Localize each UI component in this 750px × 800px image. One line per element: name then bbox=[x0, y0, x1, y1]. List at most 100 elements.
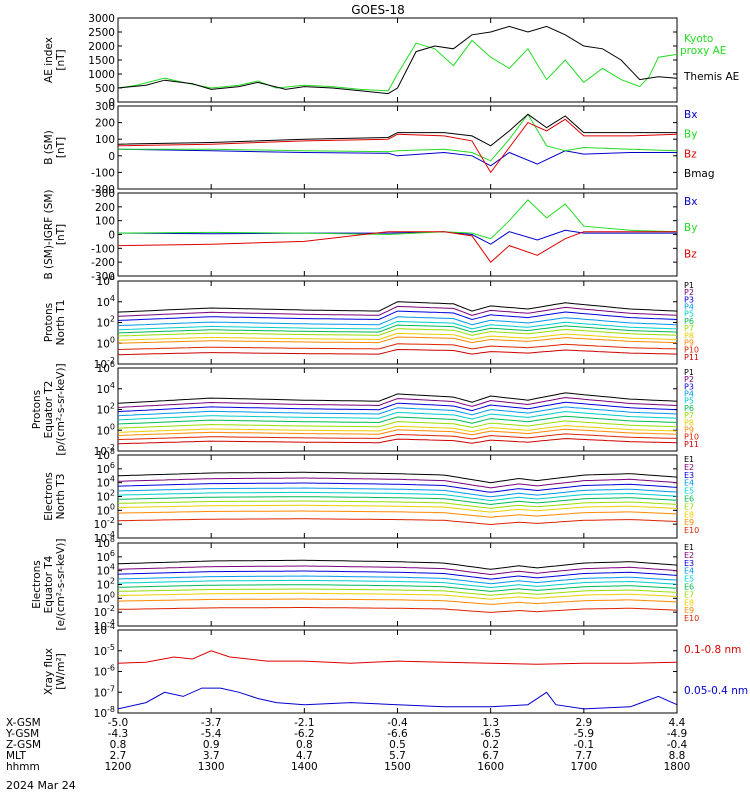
legend-e8: E8 bbox=[684, 598, 694, 607]
legend-proxy-ae: proxy AE bbox=[680, 45, 726, 57]
series-line-by bbox=[118, 113, 678, 162]
y-tick-label: 104 bbox=[97, 294, 115, 309]
channel-line-e1 bbox=[117, 471, 678, 484]
y-axis-label: [W/m²] bbox=[55, 653, 67, 690]
legend-e1: E1 bbox=[684, 543, 694, 552]
legend-p10: P10 bbox=[684, 346, 699, 355]
orbit-value-z: -0.1 bbox=[574, 739, 595, 751]
channel-line-e4 bbox=[117, 575, 678, 585]
y-axis-label: Protons bbox=[43, 303, 55, 342]
orbit-value-hhmm: 1600 bbox=[477, 761, 504, 773]
legend-p5: P5 bbox=[684, 310, 694, 319]
y-tick-label: 300 bbox=[95, 101, 115, 113]
orbit-value-x: -5.0 bbox=[108, 717, 129, 729]
panel-bdiff: 300 200 100 0-100 -200 -300 B (SM)-IGRF (SM) [n… bbox=[43, 188, 697, 283]
legend-p10: P10 bbox=[684, 433, 699, 442]
y-tick-label: 106 bbox=[97, 549, 115, 564]
legend-p5: P5 bbox=[684, 397, 694, 406]
series-line-bz bbox=[117, 231, 677, 263]
y-axis-label: [p/(cm²-s-sr-keV)] bbox=[55, 363, 67, 455]
series-line-kyoto-proxy-ae bbox=[117, 39, 678, 92]
y-tick-label: 104 bbox=[97, 381, 115, 396]
y-tick-label: 200 bbox=[95, 202, 115, 214]
y-tick-label: 102 bbox=[97, 315, 115, 330]
orbit-value-y: -6.6 bbox=[387, 728, 408, 740]
channel-line-p10 bbox=[117, 433, 678, 441]
legend-p6: P6 bbox=[684, 404, 694, 413]
legend-bz: Bz bbox=[684, 248, 697, 260]
channel-line-e6 bbox=[117, 496, 678, 506]
panel-frame bbox=[117, 629, 678, 714]
y-tick-label: 1000 bbox=[88, 69, 115, 81]
legend-bx: Bx bbox=[684, 109, 697, 121]
legend-e2: E2 bbox=[684, 463, 694, 472]
orbit-row-label: Y-GSM bbox=[5, 728, 39, 740]
orbit-value-y: -5.9 bbox=[574, 728, 595, 740]
panel-frame bbox=[117, 542, 678, 627]
channel-line-p8 bbox=[117, 425, 678, 433]
channel-line-e10 bbox=[117, 518, 678, 526]
y-tick-label: 104 bbox=[97, 475, 115, 490]
y-tick-label: 2000 bbox=[88, 41, 115, 53]
legend-by: By bbox=[684, 222, 697, 234]
channel-line-p7 bbox=[117, 328, 678, 337]
channel-line-e8 bbox=[117, 504, 678, 513]
legend-e7: E7 bbox=[684, 590, 694, 599]
orbit-value-mlt: 5.7 bbox=[389, 750, 406, 762]
legend-e6: E6 bbox=[684, 583, 694, 592]
channel-line-e2 bbox=[117, 565, 678, 576]
y-axis-label: B (SM)-IGRF (SM) bbox=[43, 189, 55, 279]
orbit-value-z: -0.4 bbox=[667, 739, 688, 751]
y-tick-label: 200 bbox=[95, 118, 115, 130]
y-tick-label: 10-7 bbox=[94, 684, 115, 699]
y-tick-label: 106 bbox=[97, 360, 115, 375]
legend-e10: E10 bbox=[684, 526, 699, 535]
orbit-value-y: -4.9 bbox=[667, 728, 688, 740]
y-axis-label: Protons bbox=[31, 390, 43, 429]
channel-line-p1 bbox=[117, 301, 678, 313]
orbit-value-z: 0.5 bbox=[389, 739, 406, 751]
y-axis-label: AE index bbox=[43, 37, 55, 83]
orbit-row-label: hhmm bbox=[6, 761, 40, 773]
orbit-row-label: X-GSM bbox=[6, 717, 41, 729]
y-tick-label: 100 bbox=[97, 502, 115, 517]
orbit-value-y: -6.2 bbox=[294, 728, 315, 740]
plot-title: GOES-18 bbox=[351, 3, 405, 17]
y-tick-label: 102 bbox=[97, 489, 115, 504]
legend-xray-0: 0.1-0.8 nm bbox=[684, 644, 741, 656]
y-tick-label: 10-6 bbox=[94, 664, 115, 679]
y-tick-label: 300 bbox=[95, 188, 115, 200]
channel-line-e3 bbox=[117, 482, 678, 493]
orbit-value-hhmm: 1200 bbox=[105, 761, 132, 773]
orbit-value-mlt: 4.7 bbox=[296, 750, 313, 762]
legend-kyoto: Kyoto bbox=[684, 33, 713, 45]
legend-e1: E1 bbox=[684, 455, 694, 464]
channel-line-e10 bbox=[117, 607, 678, 613]
y-axis-label: Equator T2 bbox=[43, 381, 55, 439]
orbit-value-x: 2.9 bbox=[575, 717, 592, 729]
channel-line-p2 bbox=[117, 397, 678, 408]
orbit-value-hhmm: 1700 bbox=[570, 761, 597, 773]
legend-e5: E5 bbox=[684, 575, 694, 584]
y-tick-label: 10-4 bbox=[94, 622, 115, 637]
y-tick-label: 10-5 bbox=[94, 643, 115, 658]
panel-ae: 3000 2500 2000 1500 1000 500 0 AE index [nT] Kyot… bbox=[43, 13, 739, 109]
legend-e7: E7 bbox=[684, 502, 694, 511]
orbit-value-y: -6.5 bbox=[480, 728, 501, 740]
channel-line-p7 bbox=[117, 420, 678, 429]
orbit-value-x: -2.1 bbox=[294, 717, 315, 729]
y-tick-label: 106 bbox=[97, 461, 115, 476]
legend-p9: P9 bbox=[684, 425, 694, 434]
y-axis-label: [nT] bbox=[55, 137, 67, 158]
y-tick-label: 100 bbox=[97, 590, 115, 605]
y-tick-label: 100 bbox=[97, 422, 115, 437]
channel-line-e5 bbox=[117, 491, 678, 502]
channel-line-e7 bbox=[117, 588, 678, 596]
legend-p3: P3 bbox=[684, 382, 694, 391]
y-axis-label: North T1 bbox=[55, 300, 67, 346]
y-tick-label: 106 bbox=[97, 273, 115, 288]
orbit-value-z: 0.8 bbox=[296, 739, 313, 751]
y-axis-label: North T3 bbox=[55, 474, 67, 520]
